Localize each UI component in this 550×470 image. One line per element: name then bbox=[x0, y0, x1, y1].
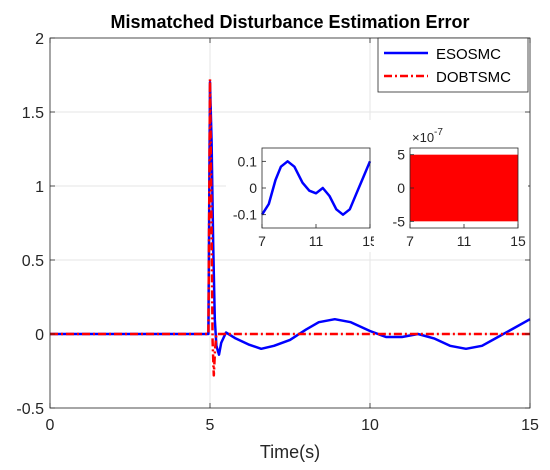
legend-label-esosmc: ESOSMC bbox=[436, 46, 501, 63]
series-line-dobtsmc bbox=[50, 78, 530, 377]
inset-esosmc: 7 11 15-0.100.1 bbox=[226, 120, 380, 252]
inset-x-tick-label: 15 bbox=[510, 233, 526, 249]
inset-y-tick-label: 0 bbox=[249, 180, 257, 196]
inset-series-line bbox=[260, 160, 372, 216]
inset-y-tick-label: -5 bbox=[393, 213, 406, 229]
x-tick-label: 0 bbox=[46, 417, 55, 434]
y-tick-label: 0 bbox=[35, 327, 44, 344]
legend: ESOSMC DOBTSMC bbox=[377, 37, 529, 93]
x-axis-label: Time(s) bbox=[260, 442, 320, 462]
x-tick-label: 15 bbox=[521, 417, 539, 434]
inset-oscillation-band bbox=[410, 154, 518, 222]
plot-frame bbox=[49, 37, 531, 409]
y-tick-label: 0.5 bbox=[22, 253, 44, 270]
inset-y-tick-label: 0.1 bbox=[238, 153, 258, 169]
inset-plot-area bbox=[262, 148, 370, 228]
inset-y-tick-label: 5 bbox=[397, 147, 405, 163]
y-tick-label: 1 bbox=[35, 179, 44, 196]
y-tick-label: 1.5 bbox=[22, 105, 44, 122]
chart-title: Mismatched Disturbance Estimation Error bbox=[110, 12, 469, 32]
y-tick-label: -0.5 bbox=[16, 401, 44, 418]
inset-y-tick-label: -0.1 bbox=[233, 207, 257, 223]
inset-exponent-label: ×10 bbox=[412, 130, 434, 145]
inset-x-tick-label: 7 bbox=[258, 233, 266, 249]
y-tick-label: 2 bbox=[35, 31, 44, 48]
x-tick-label: 5 bbox=[206, 417, 215, 434]
inset-y-tick-label: 0 bbox=[397, 180, 405, 196]
legend-label-dobtsmc: DOBTSMC bbox=[436, 69, 511, 86]
inset-x-tick-label: 7 bbox=[406, 233, 414, 249]
inset-x-tick-label: 11 bbox=[309, 233, 324, 249]
x-tick-label: 10 bbox=[361, 417, 379, 434]
inset-dobtsmc: 7 11 15 -5 0 5 ×10 -7 bbox=[374, 120, 528, 252]
inset-x-tick-label: 11 bbox=[457, 233, 472, 249]
inset-exponent-power: -7 bbox=[434, 127, 443, 138]
legend-box bbox=[377, 37, 529, 93]
